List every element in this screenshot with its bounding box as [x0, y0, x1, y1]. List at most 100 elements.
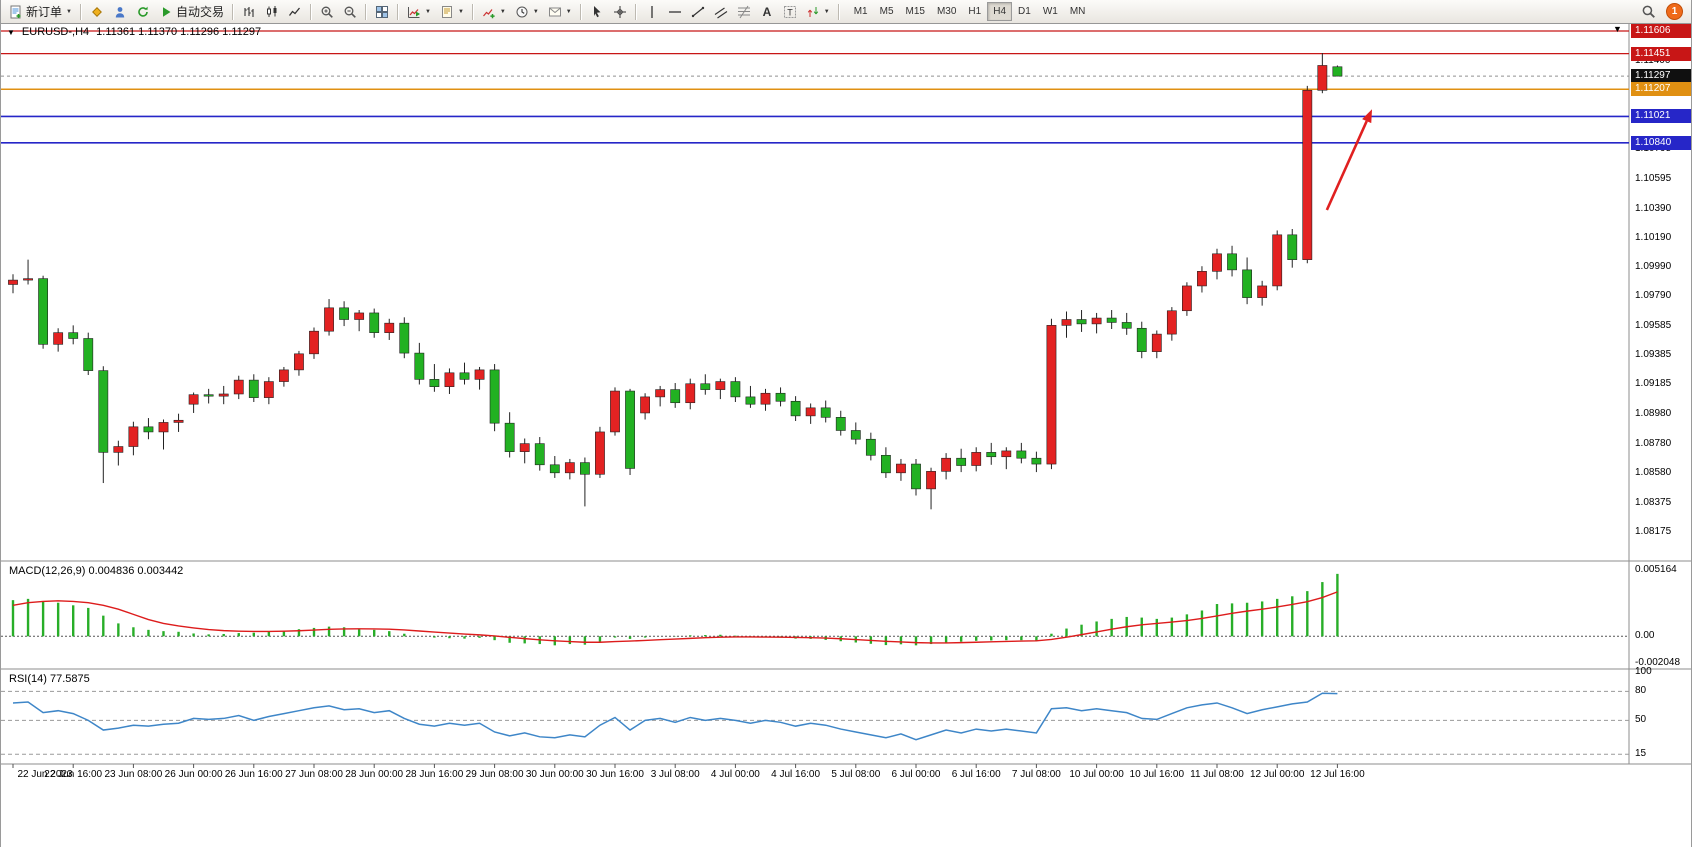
zoom-out-button[interactable] [339, 1, 361, 23]
time-axis-label: 28 Jun 00:00 [345, 769, 404, 780]
chevron-down-icon: ▼ [499, 8, 506, 15]
rsi-tick-label: 100 [1635, 666, 1652, 677]
time-axis-label: 4 Jul 00:00 [710, 769, 760, 780]
timeframe-h1-button[interactable]: H1 [968, 6, 982, 17]
timeframe-switcher: M1 M5 M15 M30 H1 H4 D1 W1 MN [848, 2, 1092, 21]
tile-windows-button[interactable] [371, 1, 393, 23]
trendline-button[interactable] [687, 1, 709, 23]
doc-plus-icon [10, 5, 21, 18]
arrow-objects-button[interactable]: ▼ [802, 1, 834, 23]
chevron-down-icon: ▼ [823, 8, 830, 15]
time-axis-label: 10 Jul 00:00 [1069, 769, 1124, 780]
toolbar-separator [364, 3, 367, 20]
price-tick-label: 1.08780 [1635, 437, 1672, 449]
refresh-icon-button[interactable] [132, 1, 154, 23]
annotation-arrow-head [1362, 109, 1373, 124]
time-axis-label: 12 Jul 00:00 [1249, 769, 1305, 780]
equidistant-channel-button[interactable] [710, 1, 732, 23]
price-tick-label: 1.10190 [1635, 231, 1672, 243]
text-button[interactable]: A [756, 1, 778, 23]
chevron-down-icon: ▼ [532, 8, 539, 15]
price-tick-label: 1.09990 [1635, 260, 1672, 272]
macd-signal-line [12, 591, 1338, 644]
svg-text:T: T [787, 7, 793, 17]
timeframe-w1-button[interactable]: W1 [1042, 6, 1058, 17]
horizontal-line-button[interactable] [664, 1, 686, 23]
annotation-arrow[interactable] [1325, 120, 1368, 211]
price-tick-label: 1.09790 [1635, 290, 1672, 302]
autotrading-button[interactable]: 自动交易 [155, 1, 228, 23]
rsi-label: RSI(14) 77.5875 [9, 673, 90, 685]
timeframe-h4-button[interactable]: H4 [987, 2, 1013, 21]
rsi-indicator-name: RSI(14) [9, 673, 47, 685]
rsi-tick-label: 50 [1635, 714, 1647, 726]
vline-icon [651, 5, 653, 18]
text-label-button[interactable]: T [779, 1, 801, 23]
periods-button[interactable]: ▼ [511, 1, 543, 23]
new-order-button[interactable]: 新订单 ▼ [5, 1, 76, 23]
toolbar-right-group: 1 [1637, 1, 1687, 23]
macd-indicator-values: 0.004836 0.003442 [88, 565, 184, 577]
new-order-button-label: 新订单 [26, 5, 63, 19]
cursor-button[interactable] [586, 1, 608, 23]
toolbar-separator [309, 3, 312, 20]
rsi-indicator-value: 77.5875 [49, 673, 90, 685]
price-tick-label: 1.09585 [1635, 320, 1672, 332]
time-axis-label: 30 Jun 16:00 [586, 769, 644, 780]
new-chart-button[interactable]: ▼ [403, 1, 435, 23]
vertical-line-button[interactable] [641, 1, 663, 23]
collapse-triangle-icon[interactable]: ▼ [7, 27, 15, 37]
timeframe-m1-button[interactable]: M1 [853, 6, 868, 17]
crosshair-button[interactable] [609, 1, 631, 23]
time-axis-label: 7 Jul 08:00 [1011, 769, 1061, 780]
quotes-icon-button[interactable] [86, 1, 108, 23]
price-tick-label: 1.10390 [1635, 202, 1672, 214]
toolbar-separator [79, 3, 82, 20]
templates-button[interactable]: ▼ [544, 1, 576, 23]
bar-chart-button[interactable] [238, 1, 260, 23]
time-axis-label: 12 Jul 16:00 [1310, 769, 1365, 780]
timeframe-m15-button[interactable]: M15 [905, 6, 925, 17]
price-tick-label: 1.10595 [1635, 172, 1672, 184]
chart-shift-marker-icon[interactable]: ▼ [1613, 24, 1622, 34]
price-tick-label: 1.08175 [1635, 525, 1672, 537]
time-axis-label: 10 Jul 16:00 [1129, 769, 1185, 780]
macd-tick-label: 0.00 [1635, 630, 1655, 642]
macd-histogram [11, 573, 1339, 646]
zoom-out-icon [344, 6, 356, 18]
profiles-button[interactable]: ▼ [436, 1, 468, 23]
svg-text:A: A [762, 5, 771, 19]
zoom-in-button[interactable] [316, 1, 338, 23]
price-badge-1.11207: 1.11207 [1631, 82, 1691, 97]
line-chart-button[interactable] [284, 1, 306, 23]
search-button[interactable] [1637, 1, 1660, 23]
time-axis-label: 22 Jun 2023 [17, 769, 73, 780]
price-badge-1.10840: 1.10840 [1631, 135, 1691, 150]
candles-icon [266, 5, 277, 17]
time-axis-label: 3 Jul 08:00 [650, 769, 700, 780]
fibonacci-button[interactable] [733, 1, 755, 23]
textT-icon: T [783, 5, 796, 18]
notification-badge[interactable]: 1 [1666, 3, 1683, 20]
indicators-button[interactable]: ▼ [478, 1, 510, 23]
template2-icon [548, 7, 561, 16]
time-axis-label: 6 Jul 00:00 [891, 769, 941, 780]
tile-icon [375, 5, 388, 18]
template-icon [441, 5, 452, 18]
timeframe-m5-button[interactable]: M5 [879, 6, 894, 17]
timeframe-m30-button[interactable]: M30 [936, 6, 957, 17]
macd-tick-label: -0.002048 [1635, 656, 1681, 668]
chart-symbol-period: EURUSD-,H4 [21, 26, 90, 38]
hline-icon [668, 10, 681, 13]
autotrading-button-label: 自动交易 [175, 5, 224, 19]
chart-canvas[interactable] [1, 24, 1692, 847]
arrows-icon [807, 6, 818, 17]
magnifier-icon [1642, 5, 1655, 18]
timeframe-d1-button[interactable]: D1 [1018, 6, 1031, 17]
price-tick-label: 1.08580 [1635, 466, 1672, 478]
timeframe-mn-button[interactable]: MN [1069, 6, 1086, 17]
candlestick-chart-button[interactable] [261, 1, 283, 23]
profile-icon-button[interactable] [109, 1, 131, 23]
rsi-tick-label: 15 [1635, 748, 1647, 760]
